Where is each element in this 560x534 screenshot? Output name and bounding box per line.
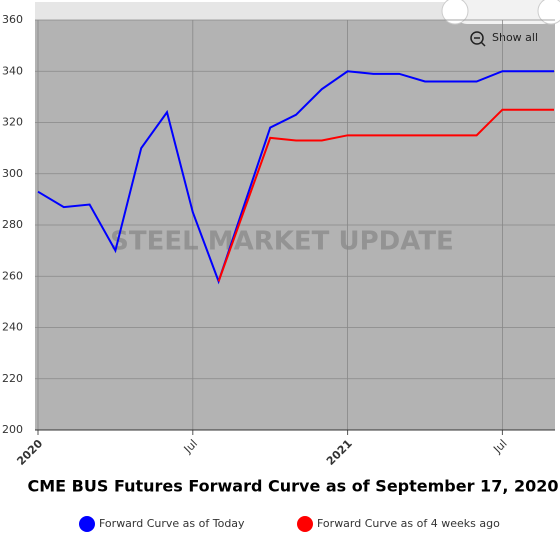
legend-item[interactable]: Forward Curve as of 4 weeks ago: [297, 516, 500, 532]
legend-label: Forward Curve as of 4 weeks ago: [317, 517, 500, 530]
watermark: STEEL MARKET UPDATE: [110, 227, 454, 257]
slider-handle[interactable]: [441, 0, 469, 25]
legend-label: Forward Curve as of Today: [99, 517, 245, 530]
button-label[interactable]: Show all: [492, 31, 538, 44]
y-tick-label: 300: [2, 167, 23, 180]
series-line: [217, 108, 554, 282]
navigator-band: [35, 2, 555, 20]
legend-marker: [297, 516, 313, 532]
slider[interactable]: [455, 0, 555, 24]
x-tick-label: 2021: [324, 437, 355, 468]
zoom-icon: [480, 41, 486, 47]
show-all-button[interactable]: Show all: [470, 31, 538, 47]
x-tick-label: 2020: [14, 437, 45, 468]
y-tick-label: 360: [2, 13, 23, 26]
y-tick-label: 340: [2, 64, 23, 77]
y-tick-label: 220: [2, 372, 23, 385]
x-tick-label: Jul: [181, 437, 200, 456]
chart-title: CME BUS Futures Forward Curve as of Sept…: [28, 477, 559, 496]
y-tick-label: 260: [2, 269, 23, 282]
legend-item[interactable]: Forward Curve as of Today: [79, 516, 245, 532]
y-tick-label: 320: [2, 116, 23, 129]
x-tick-label: Jul: [490, 437, 509, 456]
y-tick-label: 240: [2, 321, 23, 334]
zoom-icon: [470, 31, 484, 45]
legend-marker: [79, 516, 95, 532]
y-tick-label: 200: [2, 423, 23, 436]
slider-handle[interactable]: [537, 0, 560, 25]
y-tick-label: 280: [2, 218, 23, 231]
series-line: [37, 70, 554, 285]
